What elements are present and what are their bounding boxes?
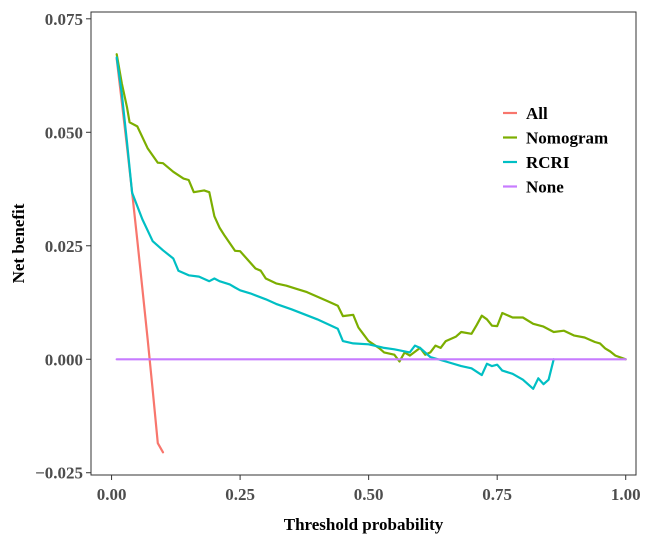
legend-label-all: All (526, 104, 548, 123)
x-tick-label: 0.50 (354, 485, 384, 504)
y-tick-label: 0.050 (45, 123, 83, 142)
x-tick-label: 0.25 (225, 485, 255, 504)
y-axis-title: Net benefit (9, 203, 28, 283)
x-axis-title: Threshold probability (284, 515, 444, 534)
y-tick-label: 0.025 (45, 237, 83, 256)
axes-layer: 0.00 0.25 0.50 0.75 1.00 −0.025 0.000 0.025 0.05… (35, 10, 641, 504)
x-tick-label: 1.00 (611, 485, 641, 504)
plot-panel (90, 11, 637, 476)
legend-label-none: None (526, 178, 564, 197)
series-layer (115, 53, 627, 454)
plot-border (90, 11, 637, 476)
series-line-rcri (115, 56, 555, 390)
y-tick-label: 0.075 (45, 10, 83, 29)
y-tick-label: −0.025 (35, 464, 83, 483)
legend-label-nomogram: Nomogram (526, 129, 608, 148)
x-tick-label: 0.75 (482, 485, 512, 504)
x-tick-label: 0.00 (97, 485, 127, 504)
legend: All Nomogram RCRI None (503, 104, 608, 197)
series-line-nomogram (115, 53, 627, 363)
y-tick-label: 0.000 (45, 350, 83, 369)
legend-label-rcri: RCRI (526, 153, 570, 172)
